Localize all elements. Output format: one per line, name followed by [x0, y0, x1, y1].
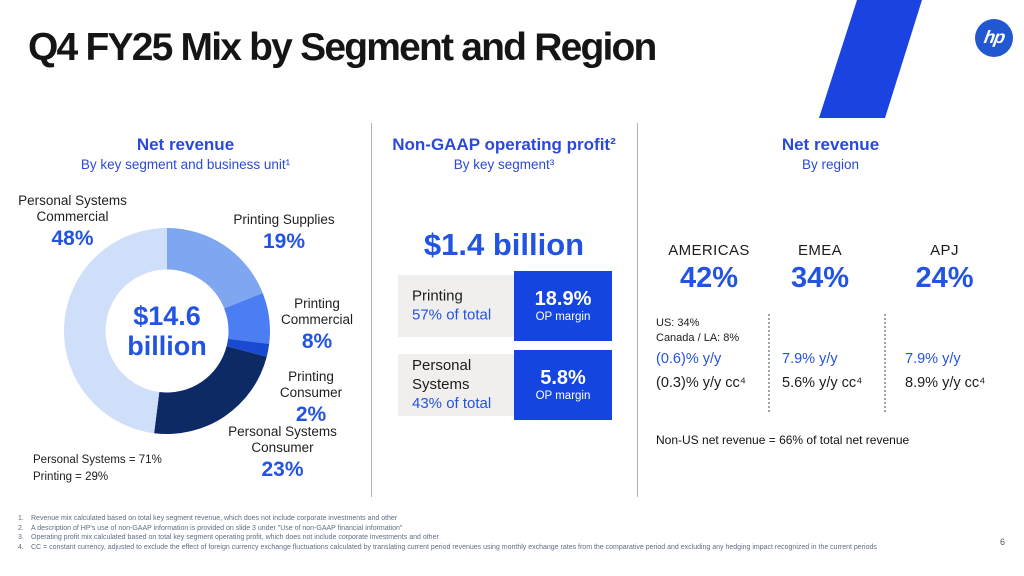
segment-percent: 19%: [262, 229, 306, 253]
page-title: Q4 FY25 Mix by Segment and Region: [28, 26, 657, 69]
dotted-divider: [768, 314, 770, 412]
growth-americas: (0.6)% y/y (0.3)% y/y cc⁴: [656, 350, 746, 393]
dotted-divider: [884, 314, 886, 412]
segment-percent: 8%: [301, 329, 333, 353]
op-margin-value: 5.8%: [540, 366, 586, 389]
right-panel-heading: Net revenue: [781, 135, 880, 154]
region-col-apj: APJ 24%: [892, 242, 997, 295]
donut-segment: [224, 293, 270, 344]
footnotes: 1. Revenue mix calculated based on total…: [18, 514, 983, 553]
segment-percent: 2%: [295, 402, 327, 426]
segment-label: Printing Consumer: [279, 369, 343, 400]
region-name: AMERICAS: [668, 242, 750, 259]
donut-label-printing-supplies: Printing Supplies 19%: [219, 212, 349, 253]
middle-panel-heading: Non-GAAP operating profit²: [392, 135, 616, 154]
yoy-cc-value: 8.9% y/y cc⁴: [905, 374, 986, 391]
yoy-cc-value: (0.3)% y/y cc⁴: [656, 374, 747, 391]
footnote: 1. Revenue mix calculated based on total…: [18, 515, 398, 522]
op-margin-value: 18.9%: [534, 287, 592, 310]
donut-center-label: $14.6 billion: [127, 300, 207, 361]
donut-label-printing-commercial: Printing Commercial 8%: [261, 296, 373, 353]
right-panel-subheading: By region: [801, 157, 860, 172]
region-name: EMEA: [797, 242, 843, 259]
op-margin-label: OP margin: [535, 389, 591, 402]
growth-apj: 7.9% y/y 8.9% y/y cc⁴: [905, 350, 985, 393]
region-col-emea: EMEA 34%: [770, 242, 870, 295]
yoy-cc-value: 5.6% y/y cc⁴: [782, 374, 863, 391]
americas-detail: US: 34% Canada / LA: 8%: [656, 317, 740, 344]
hp-logo-icon: hp: [975, 19, 1013, 57]
segment-label: Printing Commercial: [280, 296, 353, 327]
donut-segment: [63, 228, 167, 434]
op-segment-name: Personal Systems: [412, 356, 472, 393]
growth-emea: 7.9% y/y 5.6% y/y cc⁴: [782, 350, 862, 393]
op-margin-box: 5.8% OP margin: [514, 350, 612, 420]
segment-totals-note: Personal Systems = 71% Printing = 29%: [33, 454, 162, 483]
donut-svg: [63, 228, 270, 434]
operating-profit-panel: Non-GAAP operating profit² By key segmen…: [371, 0, 637, 576]
segment-percent: 48%: [51, 226, 94, 250]
donut-segment: [154, 346, 267, 434]
region-percent: 24%: [915, 262, 974, 294]
section-divider-right: [637, 123, 638, 497]
segment-label: Printing Supplies: [233, 212, 335, 227]
yoy-value: (0.6)% y/y: [656, 351, 722, 367]
middle-panel-subheading: By key segment³: [453, 157, 555, 172]
donut-label-personal-systems-commercial: Personal Systems Commercial 48%: [5, 193, 140, 250]
op-segment-share: 43% of total: [412, 394, 492, 412]
segment-label: Personal Systems Consumer: [228, 424, 337, 455]
donut-label-printing-consumer: Printing Consumer 2%: [256, 369, 366, 426]
net-revenue-region-panel: Net revenue By region AMERICAS 42% EMEA …: [637, 0, 1024, 576]
donut-chart: $14.6 billion: [62, 226, 272, 436]
op-row-printing: Printing 57% of total 18.9% OP margin: [398, 271, 612, 341]
op-margin-label: OP margin: [535, 310, 591, 323]
region-col-americas: AMERICAS 42%: [649, 242, 769, 295]
region-name: APJ: [930, 242, 959, 259]
footnote: 4. CC = constant currency, adjusted to e…: [18, 544, 877, 552]
page-number: 6: [1000, 537, 1006, 547]
left-panel-heading: Net revenue: [136, 135, 235, 154]
op-row-personal-systems: Personal Systems 43% of total 5.8% OP ma…: [398, 350, 612, 420]
donut-segment: [226, 338, 270, 357]
footnote: 2. A description of HP's use of non-GAAP…: [18, 524, 403, 532]
yoy-value: 7.9% y/y: [905, 351, 961, 367]
left-panel-subheading: By key segment and business unit¹: [80, 157, 291, 172]
op-segment-share: 57% of total: [412, 306, 492, 323]
non-us-revenue-note: Non-US net revenue = 66% of total net re…: [656, 433, 910, 447]
donut-segment: [167, 228, 263, 309]
section-divider-left: [371, 123, 372, 497]
region-percent: 34%: [790, 262, 850, 294]
operating-profit-total: $1.4 billion: [423, 227, 585, 262]
donut-label-personal-systems-consumer: Personal Systems Consumer 23%: [214, 424, 351, 481]
op-segment-name: Printing: [412, 287, 463, 305]
op-margin-box: 18.9% OP margin: [514, 271, 612, 341]
segment-label: Personal Systems Commercial: [18, 193, 127, 224]
net-revenue-segment-panel: Net revenue By key segment and business …: [0, 0, 371, 576]
segment-percent: 23%: [261, 457, 304, 481]
region-percent: 42%: [679, 262, 739, 294]
footnote: 3. Operating profit mix calculated based…: [18, 534, 439, 542]
yoy-value: 7.9% y/y: [782, 351, 838, 367]
